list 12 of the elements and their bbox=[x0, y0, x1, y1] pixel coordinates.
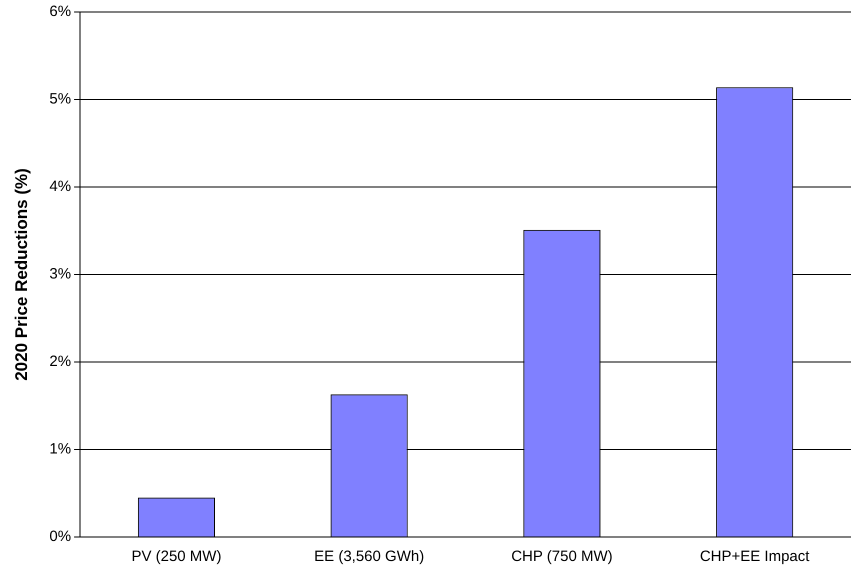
x-tick-label: PV (250 MW) bbox=[131, 548, 222, 566]
y-tick-label: 5% bbox=[49, 90, 72, 108]
y-tick-label: 6% bbox=[49, 3, 72, 20]
x-tick-label: CHP+EE Impact bbox=[700, 548, 810, 566]
x-tick-label: CHP (750 MW) bbox=[511, 548, 613, 566]
y-tick-label: 4% bbox=[49, 178, 72, 196]
y-tick-label: 2% bbox=[49, 353, 72, 370]
y-axis-title: 2020 Price Reductions (%) bbox=[12, 168, 31, 381]
y-tick-label: 0% bbox=[49, 528, 72, 546]
y-tick-label: 3% bbox=[49, 266, 72, 283]
x-tick-label: EE (3,560 GWh) bbox=[314, 548, 424, 566]
y-tick-label: 1% bbox=[49, 440, 72, 458]
